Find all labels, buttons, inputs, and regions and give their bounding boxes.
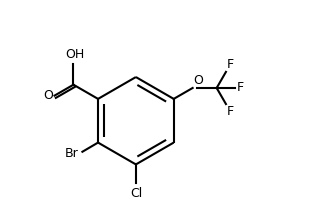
- Text: Br: Br: [64, 147, 78, 160]
- Text: Cl: Cl: [130, 187, 142, 200]
- Text: F: F: [227, 105, 234, 118]
- Text: O: O: [43, 89, 53, 102]
- Text: F: F: [236, 82, 243, 95]
- Text: F: F: [227, 58, 234, 71]
- Text: OH: OH: [65, 48, 84, 61]
- Text: O: O: [194, 74, 204, 87]
